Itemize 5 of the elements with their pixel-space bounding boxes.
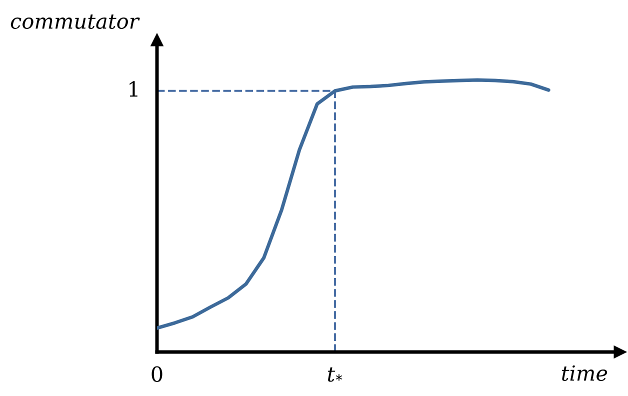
x-axis-title: time xyxy=(562,365,608,381)
y-axis-title: commutator xyxy=(10,14,140,29)
ref-line-label: 1 xyxy=(130,81,138,97)
text: t$_{*}$ xyxy=(328,367,342,382)
text: 0 xyxy=(152,366,162,382)
